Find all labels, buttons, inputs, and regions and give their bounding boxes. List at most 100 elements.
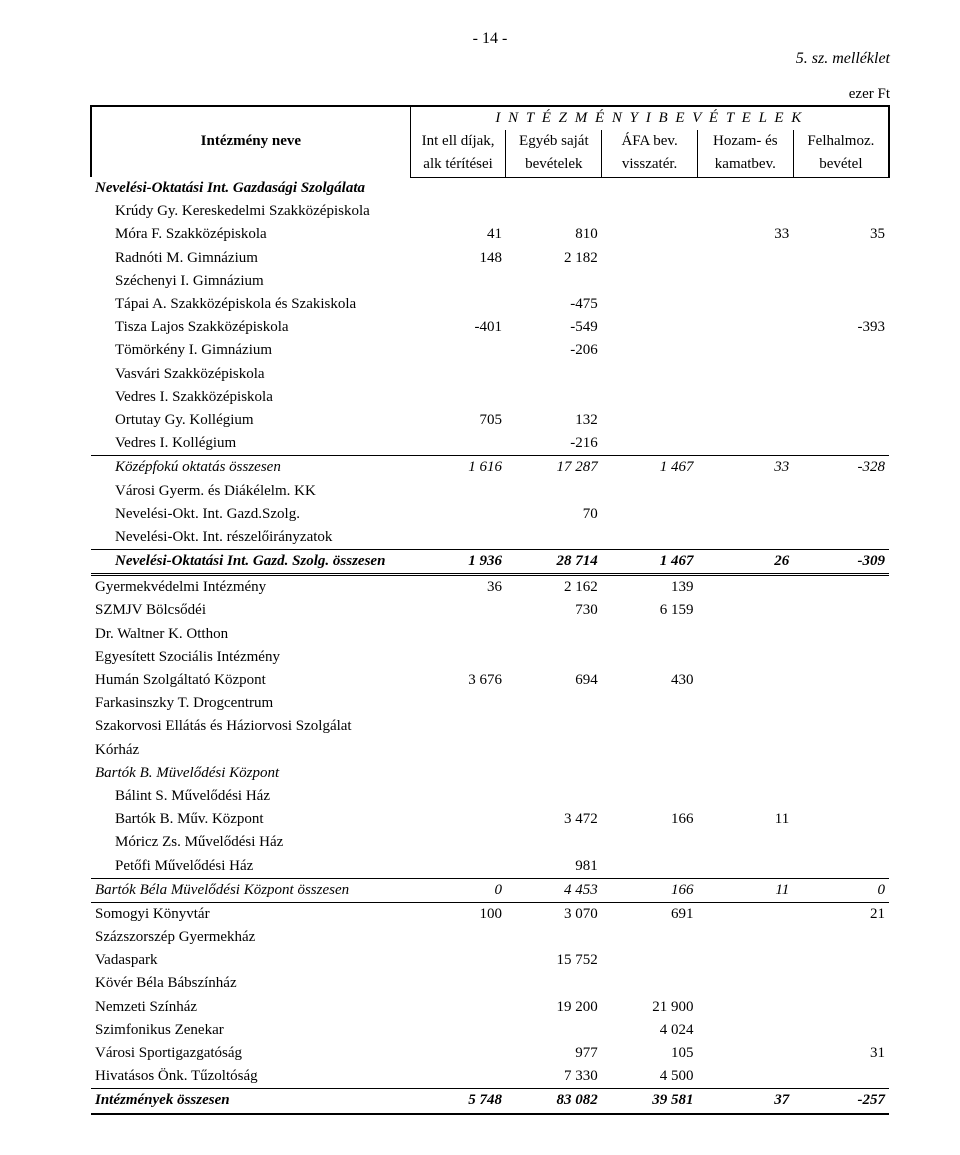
col-header-1a: Int ell díjak, <box>410 130 506 153</box>
cell-value: 36 <box>410 575 506 600</box>
cell-value <box>697 1019 793 1042</box>
cell-value <box>602 926 698 949</box>
cell-value <box>793 247 889 270</box>
cell-value <box>410 386 506 409</box>
col-header-3b: visszatér. <box>602 153 698 177</box>
cell-value <box>506 692 602 715</box>
cell-value <box>697 200 793 223</box>
cell-value <box>793 409 889 432</box>
cell-value <box>410 646 506 669</box>
cell-value: 430 <box>602 669 698 692</box>
cell-value <box>793 526 889 550</box>
cell-value <box>793 669 889 692</box>
cell-value <box>793 692 889 715</box>
cell-value <box>602 692 698 715</box>
col-header-name: Intézmény neve <box>91 106 410 177</box>
cell-value: 166 <box>602 808 698 831</box>
cell-value <box>793 855 889 879</box>
cell-value <box>697 339 793 362</box>
cell-value <box>697 386 793 409</box>
cell-value: 3 676 <box>410 669 506 692</box>
cell-value: 4 024 <box>602 1019 698 1042</box>
cell-value <box>506 1019 602 1042</box>
row-name: Bartók B. Müvelődési Központ <box>91 762 410 785</box>
row-name: Somogyi Könyvtár <box>91 902 410 926</box>
cell-value <box>697 949 793 972</box>
cell-value <box>410 599 506 622</box>
row-name: Tömörkény I. Gimnázium <box>91 339 410 362</box>
cell-value <box>602 223 698 246</box>
table-row: Középfokú oktatás összesen1 61617 2871 4… <box>91 456 889 480</box>
row-name: Vedres I. Szakközépiskola <box>91 386 410 409</box>
cell-value <box>793 575 889 600</box>
cell-value <box>602 503 698 526</box>
cell-value <box>793 739 889 762</box>
cell-value <box>410 762 506 785</box>
cell-value <box>506 972 602 995</box>
cell-value <box>602 339 698 362</box>
row-name: Bartók B. Műv. Központ <box>91 808 410 831</box>
cell-value <box>602 972 698 995</box>
cell-value <box>793 949 889 972</box>
table-row: Ortutay Gy. Kollégium705132 <box>91 409 889 432</box>
cell-value <box>410 785 506 808</box>
cell-value <box>697 996 793 1019</box>
cell-value <box>793 715 889 738</box>
cell-value <box>697 316 793 339</box>
row-name: Vasvári Szakközépiskola <box>91 363 410 386</box>
super-header: I N T É Z M É N Y I B E V É T E L E K <box>410 106 889 130</box>
cell-value <box>793 599 889 622</box>
table-row: Városi Sportigazgatóság97710531 <box>91 1042 889 1065</box>
cell-value: 21 900 <box>602 996 698 1019</box>
row-name: Gyermekvédelmi Intézmény <box>91 575 410 600</box>
cell-value <box>697 739 793 762</box>
cell-value: 15 752 <box>506 949 602 972</box>
table-row: Vedres I. Szakközépiskola <box>91 386 889 409</box>
cell-value: 2 182 <box>506 247 602 270</box>
table-row: Móra F. Szakközépiskola418103335 <box>91 223 889 246</box>
cell-value <box>697 480 793 503</box>
cell-value: 3 472 <box>506 808 602 831</box>
row-name: Intézmények összesen <box>91 1089 410 1114</box>
cell-value: 100 <box>410 902 506 926</box>
cell-value <box>793 177 889 200</box>
table-row: Nevelési-Oktatási Int. Gazd. Szolg. össz… <box>91 550 889 575</box>
cell-value <box>793 293 889 316</box>
col-header-3a: ÁFA bev. <box>602 130 698 153</box>
cell-value <box>697 926 793 949</box>
cell-value <box>506 785 602 808</box>
cell-value <box>697 409 793 432</box>
table-row: Városi Gyerm. és Diákélelm. KK <box>91 480 889 503</box>
col-header-5b: bevétel <box>793 153 889 177</box>
cell-value <box>602 270 698 293</box>
table-row: Bartók B. Műv. Központ3 47216611 <box>91 808 889 831</box>
cell-value <box>410 1065 506 1089</box>
cell-value <box>410 270 506 293</box>
cell-value: -309 <box>793 550 889 575</box>
table-row: Móricz Zs. Művelődési Ház <box>91 831 889 854</box>
unit-label: ezer Ft <box>90 86 890 103</box>
cell-value <box>410 996 506 1019</box>
cell-value <box>793 926 889 949</box>
row-name: Tápai A. Szakközépiskola és Szakiskola <box>91 293 410 316</box>
cell-value: 19 200 <box>506 996 602 1019</box>
cell-value: 33 <box>697 456 793 480</box>
cell-value: 33 <box>697 223 793 246</box>
cell-value: 1 616 <box>410 456 506 480</box>
cell-value <box>697 715 793 738</box>
row-name: Széchenyi I. Gimnázium <box>91 270 410 293</box>
col-header-4a: Hozam- és <box>697 130 793 153</box>
cell-value <box>410 503 506 526</box>
table-row: Somogyi Könyvtár1003 07069121 <box>91 902 889 926</box>
cell-value <box>697 762 793 785</box>
cell-value: -257 <box>793 1089 889 1114</box>
cell-value <box>410 855 506 879</box>
row-name: Nemzeti Színház <box>91 996 410 1019</box>
cell-value: 691 <box>602 902 698 926</box>
row-name: Középfokú oktatás összesen <box>91 456 410 480</box>
cell-value: 83 082 <box>506 1089 602 1114</box>
row-name: Bartók Béla Müvelődési Központ összesen <box>91 878 410 902</box>
cell-value: 810 <box>506 223 602 246</box>
cell-value <box>506 386 602 409</box>
cell-value <box>506 480 602 503</box>
